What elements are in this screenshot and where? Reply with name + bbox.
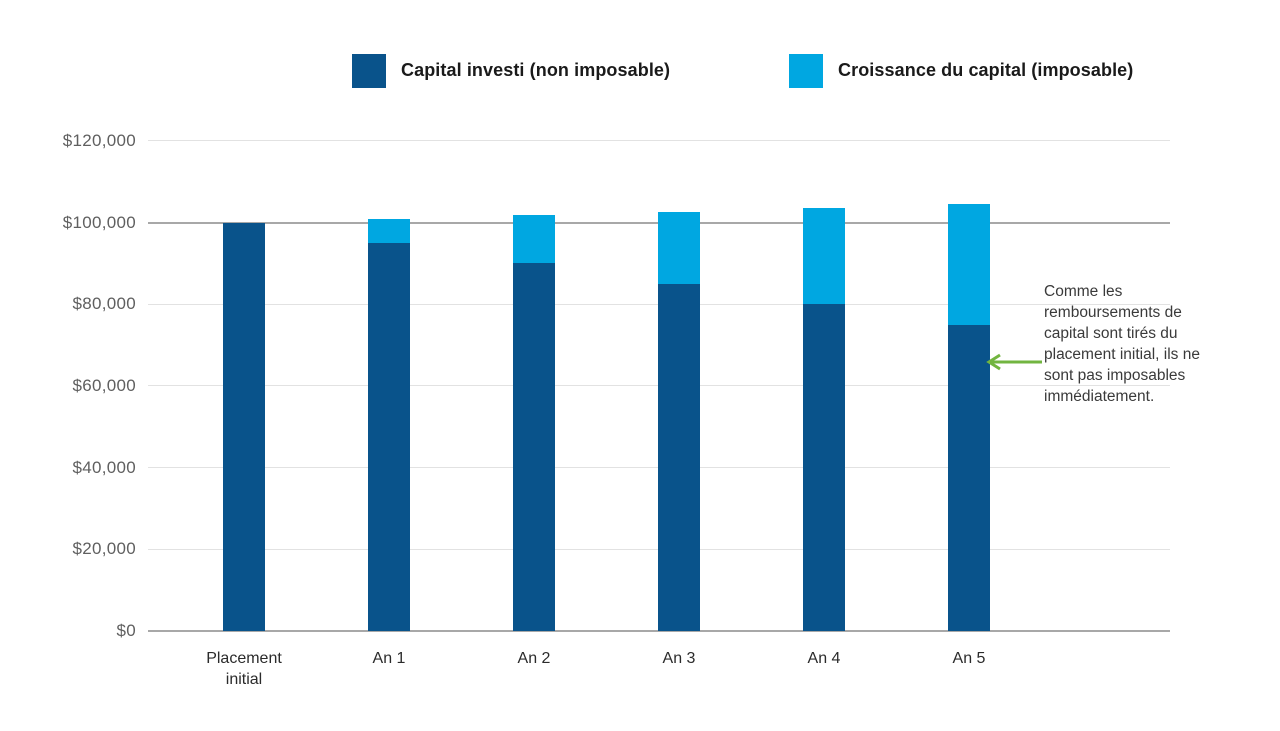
y-axis-tick-label: $20,000 — [72, 539, 136, 559]
x-axis-tick-label: An 4 — [807, 650, 841, 667]
legend-item-capital-investi: Capital investi (non imposable) — [352, 53, 670, 88]
legend-label-croissance-capital: Croissance du capital (imposable) — [838, 60, 1134, 80]
x-axis-tick-label: An 1 — [372, 650, 406, 667]
bar-4-segment-capital — [803, 304, 845, 631]
bar-1-segment-capital — [368, 242, 410, 631]
x-axis-tick-label: An 3 — [662, 650, 696, 667]
annotation-arrow-icon — [986, 353, 1042, 371]
bar-3-segment-croissance — [658, 211, 700, 284]
legend-label-capital-investi: Capital investi (non imposable) — [401, 60, 671, 80]
legend-swatch-capital-investi — [352, 53, 386, 88]
bar-5-segment-croissance — [948, 204, 990, 325]
y-axis-tick-label: $0 — [116, 621, 136, 640]
bar-2-segment-croissance — [513, 215, 555, 264]
bar-4-segment-croissance — [803, 207, 845, 305]
gridline — [148, 140, 1170, 142]
y-axis-tick-label: $80,000 — [72, 294, 136, 314]
x-axis-tick-label: An 5 — [952, 650, 986, 667]
bar-0-segment-capital — [223, 222, 265, 631]
x-axis-line — [148, 630, 1170, 632]
bar-3-segment-capital — [658, 283, 700, 631]
y-axis-tick-label: $100,000 — [62, 212, 136, 232]
annotation-text: Comme les remboursements de capital sont… — [1044, 283, 1200, 405]
bar-1-segment-croissance — [368, 218, 410, 243]
bar-5-segment-capital — [948, 324, 990, 631]
y-axis-tick-label: $40,000 — [72, 457, 136, 477]
bar-2-segment-capital — [513, 263, 555, 631]
y-axis-tick-label: $60,000 — [72, 375, 136, 395]
legend-swatch-croissance-capital — [789, 53, 823, 88]
y-axis-tick-label: $120,000 — [62, 130, 136, 150]
x-axis-tick-label: Placement initial — [206, 650, 282, 688]
x-axis-tick-label: An 2 — [517, 650, 551, 667]
legend-item-croissance-capital: Croissance du capital (imposable) — [789, 53, 1133, 88]
